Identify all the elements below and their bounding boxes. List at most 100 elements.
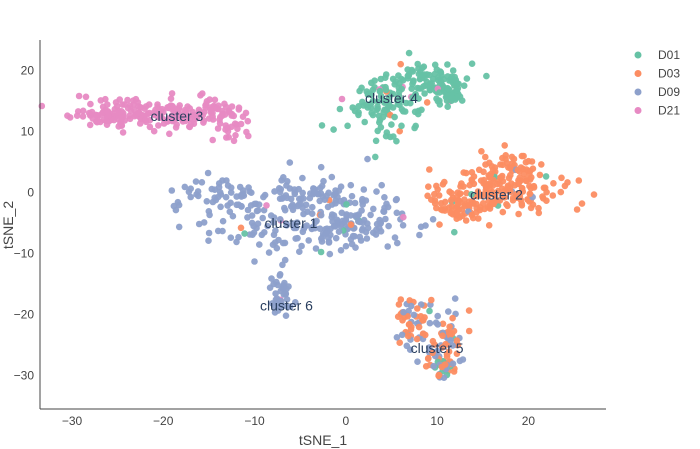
data-point-d09: [279, 239, 287, 247]
data-point-d21: [263, 202, 270, 209]
data-point-d03: [503, 159, 511, 167]
data-point-d09: [440, 374, 448, 382]
data-point-d21: [200, 117, 208, 124]
data-point-d01: [404, 72, 412, 80]
legend[interactable]: D01 D03 D09 D21: [634, 48, 681, 118]
cluster-label: cluster 1: [265, 215, 318, 231]
data-point-d01: [444, 85, 452, 92]
data-point-d09: [360, 186, 368, 193]
data-point-d21: [228, 103, 236, 110]
data-point-d09: [349, 232, 357, 240]
data-point-d03: [513, 194, 521, 201]
data-point-d09: [254, 220, 262, 227]
data-point-d09: [391, 234, 399, 241]
data-point-d21: [112, 99, 120, 106]
data-point-d09: [317, 163, 325, 171]
legend-item-d03[interactable]: D03: [634, 67, 681, 81]
data-point-d03: [578, 200, 586, 207]
data-point-d21: [234, 125, 241, 133]
data-point-d03: [475, 215, 482, 222]
legend-item-d09[interactable]: D09: [634, 85, 681, 99]
data-point-d01: [381, 97, 389, 105]
data-point-d09: [363, 235, 371, 242]
data-point-d09: [426, 319, 434, 327]
data-point-d09: [347, 181, 355, 189]
data-point-d03: [441, 361, 449, 368]
data-point-d03: [473, 204, 480, 212]
data-point-d21: [154, 101, 161, 108]
data-point-d03: [482, 153, 489, 161]
y-tick-label: 10: [21, 125, 35, 139]
data-point-d09: [332, 234, 340, 242]
data-point-d09: [286, 159, 294, 166]
data-point-d03: [404, 332, 412, 340]
data-point-d01: [449, 94, 456, 102]
data-point-d03: [486, 189, 494, 197]
data-point-d03: [456, 198, 464, 206]
data-point-d09: [429, 216, 437, 223]
data-point-d09: [259, 214, 267, 222]
data-point-d03: [496, 197, 504, 204]
data-point-d03: [485, 222, 493, 229]
data-point-d21: [228, 123, 235, 131]
data-point-d01: [444, 61, 451, 68]
data-point-d03: [439, 332, 446, 340]
data-point-d03: [590, 191, 598, 198]
data-point-d09: [287, 303, 294, 310]
data-point-d09: [204, 169, 212, 177]
data-point-d01: [444, 73, 452, 80]
data-point-d21: [206, 96, 213, 103]
data-point-d09: [305, 237, 313, 244]
data-point-d03: [428, 296, 435, 304]
data-point-d09: [403, 342, 411, 350]
data-point-d03: [488, 163, 496, 170]
data-point-d01: [542, 173, 550, 180]
data-point-d03: [396, 339, 404, 347]
data-point-d03: [520, 152, 527, 160]
legend-label: D01: [658, 48, 680, 62]
data-point-d09: [377, 228, 385, 235]
data-point-d09: [410, 311, 418, 319]
data-point-d03: [515, 180, 522, 187]
cluster-labels: cluster 1 cluster 2 cluster 3 cluster 4 clus…: [150, 90, 523, 356]
data-point-d03: [433, 182, 440, 190]
data-point-d01: [405, 49, 413, 57]
data-point-d21: [150, 127, 158, 135]
data-point-d09: [277, 185, 285, 193]
data-point-d09: [205, 237, 212, 244]
data-point-d01: [436, 101, 444, 108]
data-point-d01: [409, 80, 416, 88]
data-point-d09: [187, 193, 194, 201]
data-point-d21: [87, 100, 94, 108]
data-point-d09: [270, 231, 278, 239]
data-point-d21: [155, 122, 162, 129]
data-point-d09: [318, 238, 326, 245]
cluster-label: cluster 4: [365, 90, 418, 106]
data-point-d03: [558, 174, 565, 182]
data-point-d01: [398, 122, 405, 130]
data-point-d09: [226, 208, 234, 215]
legend-item-d21[interactable]: D21: [634, 104, 681, 118]
data-point-d21: [164, 104, 171, 111]
data-point-d03: [527, 204, 535, 212]
data-point-d21: [186, 105, 194, 112]
data-point-d01: [443, 92, 451, 100]
data-point-d21: [131, 106, 138, 114]
data-point-d09: [270, 219, 277, 226]
data-point-d03: [575, 177, 583, 184]
data-point-d03: [423, 99, 431, 106]
data-point-d09: [355, 218, 362, 225]
data-point-d03: [237, 224, 245, 232]
data-point-d03: [466, 181, 474, 189]
data-point-d03: [453, 194, 461, 201]
data-point-d09: [447, 337, 454, 344]
data-point-d03: [526, 190, 534, 198]
data-point-d21: [168, 90, 176, 97]
data-point-d09: [373, 188, 380, 195]
data-point-d09: [281, 206, 289, 214]
legend-item-d01[interactable]: D01: [634, 48, 681, 62]
data-point-d03: [497, 174, 504, 181]
y-tick-label: −20: [14, 308, 35, 322]
legend-marker: [634, 88, 642, 96]
data-point-d01: [483, 72, 490, 80]
